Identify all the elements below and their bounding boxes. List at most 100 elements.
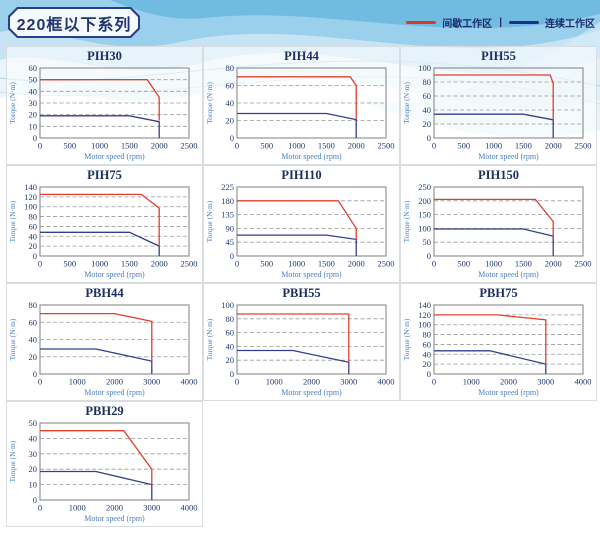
chart-plot-area: 0 10 20 30 40 50 0 1000 2000 3000 4000 Motor speed … xyxy=(7,419,202,525)
series-red-line xyxy=(434,314,547,365)
svg-text:2500: 2500 xyxy=(181,141,198,151)
svg-text:250: 250 xyxy=(418,183,431,192)
svg-text:1000: 1000 xyxy=(266,377,283,387)
svg-text:20: 20 xyxy=(29,352,38,362)
svg-text:60: 60 xyxy=(423,91,432,101)
svg-text:0: 0 xyxy=(432,377,436,387)
svg-text:Motor speed (rpm): Motor speed (rpm) xyxy=(478,270,539,279)
svg-text:0: 0 xyxy=(427,369,431,379)
chart-cell-PIH110: PIH110 0 45 90 135 180 225 0 500 1000 1500 2000 2500… xyxy=(203,165,400,283)
series-blue-line xyxy=(434,350,547,374)
svg-text:0: 0 xyxy=(432,259,436,269)
svg-text:2500: 2500 xyxy=(378,259,395,269)
chart-plot-area: 0 10 20 30 40 50 60 0 500 1000 1500 2000 2500 Motor s… xyxy=(7,64,202,163)
svg-text:180: 180 xyxy=(221,196,234,206)
svg-text:2000: 2000 xyxy=(348,141,365,151)
svg-text:100: 100 xyxy=(24,202,37,212)
svg-text:0: 0 xyxy=(230,369,234,379)
svg-text:20: 20 xyxy=(423,119,432,129)
svg-text:Torque (N·m): Torque (N·m) xyxy=(402,200,411,242)
svg-text:0: 0 xyxy=(432,141,436,151)
chart-cell-PBH44: PBH44 0 20 40 60 80 0 1000 2000 3000 4000 Motor spe… xyxy=(6,283,203,401)
svg-text:20: 20 xyxy=(29,110,38,120)
chart-title: PIH30 xyxy=(87,49,122,63)
svg-text:0: 0 xyxy=(33,251,37,261)
svg-text:135: 135 xyxy=(221,210,234,220)
svg-text:4000: 4000 xyxy=(575,377,592,387)
svg-text:1000: 1000 xyxy=(69,377,86,387)
chart-title: PBH44 xyxy=(85,286,124,300)
svg-text:500: 500 xyxy=(260,259,273,269)
svg-text:140: 140 xyxy=(24,183,37,192)
svg-text:140: 140 xyxy=(418,301,431,310)
series-blue-line xyxy=(40,115,160,138)
chart-plot-area: 0 20 40 60 80 100 120 140 0 500 1000 1500 2000 2500 Mo… xyxy=(7,183,202,281)
page-title: 220框以下系列 xyxy=(10,9,138,36)
svg-text:150: 150 xyxy=(418,210,431,220)
series-red-line xyxy=(40,193,160,247)
svg-text:1500: 1500 xyxy=(515,259,532,269)
series-blue-line xyxy=(40,231,160,256)
legend-continuous-label: 连续工作区 xyxy=(545,19,595,30)
svg-text:2000: 2000 xyxy=(106,503,123,513)
svg-text:1000: 1000 xyxy=(288,259,305,269)
svg-text:Motor speed (rpm): Motor speed (rpm) xyxy=(478,388,539,397)
chart-title: PBH55 xyxy=(282,286,321,300)
svg-text:Motor speed (rpm): Motor speed (rpm) xyxy=(281,388,342,397)
series-blue-line xyxy=(237,349,350,374)
svg-text:40: 40 xyxy=(226,341,235,351)
svg-text:2000: 2000 xyxy=(106,377,123,387)
svg-text:0: 0 xyxy=(38,377,42,387)
series-blue-line xyxy=(237,112,357,138)
torque-speed-chart: 0 10 20 30 40 50 0 1000 2000 3000 4000 Motor speed … xyxy=(8,419,198,523)
svg-text:80: 80 xyxy=(226,64,235,73)
svg-text:1500: 1500 xyxy=(121,259,138,269)
series-blue-line xyxy=(434,113,554,138)
svg-text:1000: 1000 xyxy=(69,503,86,513)
svg-text:30: 30 xyxy=(29,449,38,459)
svg-text:20: 20 xyxy=(226,355,235,365)
svg-text:20: 20 xyxy=(423,359,432,369)
svg-text:90: 90 xyxy=(226,223,235,233)
svg-text:80: 80 xyxy=(226,314,235,324)
svg-text:Torque (N·m): Torque (N·m) xyxy=(205,318,214,360)
svg-text:Motor speed (rpm): Motor speed (rpm) xyxy=(478,152,539,161)
torque-speed-chart: 0 45 90 135 180 225 0 500 1000 1500 2000 2500 Motor … xyxy=(205,183,395,279)
torque-speed-chart: 0 20 40 60 80 0 1000 2000 3000 4000 Motor speed (r… xyxy=(8,301,198,397)
svg-text:3000: 3000 xyxy=(143,503,160,513)
svg-text:0: 0 xyxy=(235,259,239,269)
svg-text:40: 40 xyxy=(29,231,38,241)
svg-text:Torque (N·m): Torque (N·m) xyxy=(8,200,17,242)
svg-text:120: 120 xyxy=(418,310,431,320)
svg-text:80: 80 xyxy=(29,301,38,310)
svg-text:Motor speed (rpm): Motor speed (rpm) xyxy=(281,270,342,279)
intermittent-line-swatch xyxy=(406,21,437,24)
series-blue-line xyxy=(40,470,153,500)
svg-text:2500: 2500 xyxy=(378,141,395,151)
svg-text:20: 20 xyxy=(226,116,235,126)
svg-text:2000: 2000 xyxy=(151,141,168,151)
svg-text:0: 0 xyxy=(33,369,37,379)
series-red-line xyxy=(434,198,554,237)
series-red-line xyxy=(237,313,350,363)
svg-text:50: 50 xyxy=(423,237,432,247)
svg-text:40: 40 xyxy=(423,105,432,115)
svg-text:1000: 1000 xyxy=(91,141,108,151)
series-red-line xyxy=(237,200,357,240)
svg-text:2000: 2000 xyxy=(303,377,320,387)
svg-text:Torque (N·m): Torque (N·m) xyxy=(8,318,17,360)
svg-text:80: 80 xyxy=(423,330,432,340)
series-red-line xyxy=(434,74,554,120)
svg-text:40: 40 xyxy=(29,433,38,443)
series-blue-line xyxy=(434,228,554,256)
svg-text:0: 0 xyxy=(38,141,42,151)
svg-text:1000: 1000 xyxy=(485,141,502,151)
legend-intermittent-label: 间歇工作区 xyxy=(442,19,493,30)
svg-text:Torque (N·m): Torque (N·m) xyxy=(402,82,411,124)
svg-text:0: 0 xyxy=(230,251,234,261)
svg-text:1000: 1000 xyxy=(485,259,502,269)
svg-text:0: 0 xyxy=(33,133,37,143)
